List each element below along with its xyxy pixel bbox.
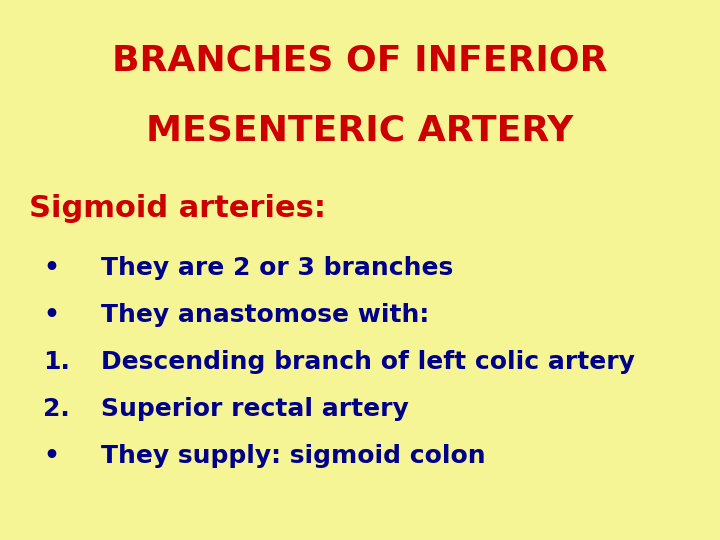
Text: •: • [43, 256, 59, 280]
Text: Descending branch of left colic artery: Descending branch of left colic artery [101, 350, 634, 374]
Text: 1.: 1. [43, 350, 70, 374]
Text: MESENTERIC ARTERY: MESENTERIC ARTERY [146, 113, 574, 147]
Text: BRANCHES OF INFERIOR: BRANCHES OF INFERIOR [112, 43, 608, 77]
Text: They anastomose with:: They anastomose with: [101, 303, 429, 327]
Text: Sigmoid arteries:: Sigmoid arteries: [29, 194, 325, 224]
Text: They supply: sigmoid colon: They supply: sigmoid colon [101, 444, 485, 468]
Text: •: • [43, 303, 59, 327]
Text: They are 2 or 3 branches: They are 2 or 3 branches [101, 256, 453, 280]
Text: Superior rectal artery: Superior rectal artery [101, 397, 408, 421]
Text: •: • [43, 444, 59, 468]
Text: 2.: 2. [43, 397, 70, 421]
